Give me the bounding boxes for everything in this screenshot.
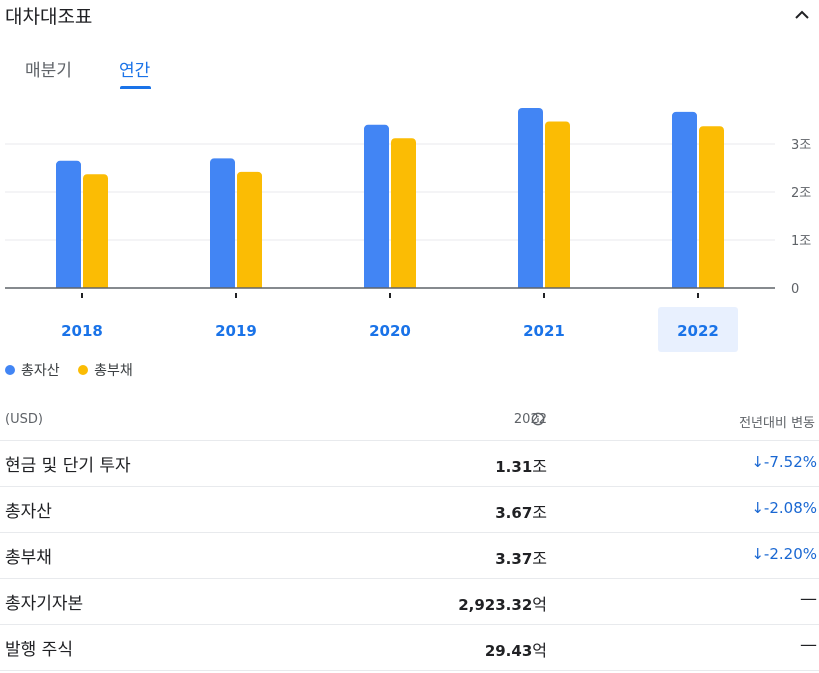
row-value-unit: 조 [532, 457, 547, 476]
row-label: 총자산 [5, 502, 52, 522]
selected-year-highlight [658, 307, 738, 352]
row-value: 29.43억 [485, 637, 547, 661]
table-header: (USD) 2022 전년대비 변동 [0, 400, 819, 441]
arrow-down-icon: ↓ [751, 499, 764, 517]
bar-total-assets [364, 124, 389, 288]
bar-total-assets [56, 160, 81, 288]
legend-label-total-liabilities: 총부채 [94, 363, 133, 379]
row-change: ↓-2.20% [751, 545, 817, 563]
arrow-down-icon: ↓ [751, 453, 764, 471]
bar-total-liabilities [83, 174, 108, 288]
legend-item-total-liabilities: 총부채 [78, 360, 133, 380]
arrow-down-icon: ↓ [751, 545, 764, 563]
bar-base [391, 282, 416, 288]
chart-legend: 총자산 총부채 [5, 360, 147, 380]
change-header: 전년대비 변동 [739, 416, 815, 431]
bar-total-liabilities [391, 138, 416, 288]
year-header: 2022 [513, 412, 547, 427]
row-value-number: 29.43 [484, 642, 533, 660]
legend-dot-total-liabilities [78, 365, 89, 375]
row-value: 3.37조 [495, 545, 547, 569]
bar-total-liabilities [237, 171, 262, 288]
row-change-value: -2.20% [763, 545, 817, 563]
row-change: — [800, 589, 817, 609]
row-label: 발행 주식 [5, 640, 73, 660]
row-value: 2,923.32억 [458, 591, 547, 615]
section-title: 대차대조표 [5, 6, 93, 28]
row-change: — [800, 635, 817, 655]
row-value: 3.67조 [495, 499, 547, 523]
x-tick-label[interactable]: 2020 [369, 322, 411, 340]
row-change-value: -2.08% [763, 499, 817, 517]
bar-base [237, 282, 262, 288]
row-label: 총자기자본 [5, 594, 84, 614]
bar-base [699, 282, 724, 288]
row-value-number: 2,923.32 [458, 596, 533, 614]
x-tick-label[interactable]: 2019 [215, 322, 257, 340]
bar-base [518, 282, 543, 288]
table-row: 총자기자본 2,923.32억 — [0, 579, 819, 625]
y-tick-label: 0 [791, 282, 799, 297]
currency-header: (USD) [5, 412, 43, 427]
bar-total-assets [210, 158, 235, 288]
row-change: ↓-2.08% [751, 499, 817, 517]
bar-base [545, 282, 570, 288]
row-value-number: 1.31 [495, 458, 533, 476]
row-label: 현금 및 단기 투자 [5, 456, 131, 476]
info-icon[interactable] [531, 412, 545, 426]
row-value-unit: 조 [532, 503, 547, 522]
y-tick-label: 2조 [791, 186, 811, 201]
row-value-unit: 억 [532, 595, 547, 614]
bar-total-assets [518, 108, 543, 288]
row-value-number: 3.37 [495, 550, 533, 568]
row-label: 총부채 [5, 548, 52, 568]
legend-item-total-assets: 총자산 [5, 360, 60, 380]
x-tick-label[interactable]: 2021 [523, 322, 565, 340]
bar-base [56, 282, 81, 288]
row-value-number: 3.67 [495, 504, 533, 522]
bar-total-assets [672, 111, 697, 288]
financial-table: (USD) 2022 전년대비 변동 현금 및 단기 투자 1.31조 ↓-7.… [0, 400, 819, 671]
legend-dot-total-assets [5, 365, 15, 375]
x-tick-label[interactable]: 2022 [677, 322, 719, 340]
row-value: 1.31조 [495, 453, 547, 477]
bar-base [83, 282, 108, 288]
bar-base [210, 282, 235, 288]
x-tick-label[interactable]: 2018 [61, 322, 103, 340]
row-value-unit: 조 [532, 549, 547, 568]
tab-annual[interactable]: 연간 [119, 61, 151, 81]
period-tabs: 매분기 연간 [0, 52, 300, 92]
table-row: 총자산 3.67조 ↓-2.08% [0, 487, 819, 533]
table-row: 현금 및 단기 투자 1.31조 ↓-7.52% [0, 441, 819, 487]
active-tab-indicator [120, 86, 151, 89]
chevron-up-icon[interactable] [790, 3, 814, 27]
y-tick-label: 1조 [791, 234, 811, 249]
legend-label-total-assets: 총자산 [21, 363, 60, 379]
section-header: 대차대조표 [0, 0, 819, 30]
y-tick-label: 3조 [791, 138, 811, 153]
bar-total-liabilities [699, 126, 724, 289]
table-row: 발행 주식 29.43억 — [0, 625, 819, 671]
tab-quarterly[interactable]: 매분기 [25, 61, 72, 81]
table-row: 총부채 3.37조 ↓-2.20% [0, 533, 819, 579]
bar-base [672, 282, 697, 288]
bar-base [364, 282, 389, 288]
row-change: ↓-7.52% [751, 453, 817, 471]
row-value-unit: 억 [532, 641, 547, 660]
bar-total-liabilities [545, 121, 570, 288]
balance-sheet-chart: 0 1조 2조 3조 2018 2019 2020 2021 2022 [5, 108, 811, 352]
row-change-value: -7.52% [763, 453, 817, 471]
